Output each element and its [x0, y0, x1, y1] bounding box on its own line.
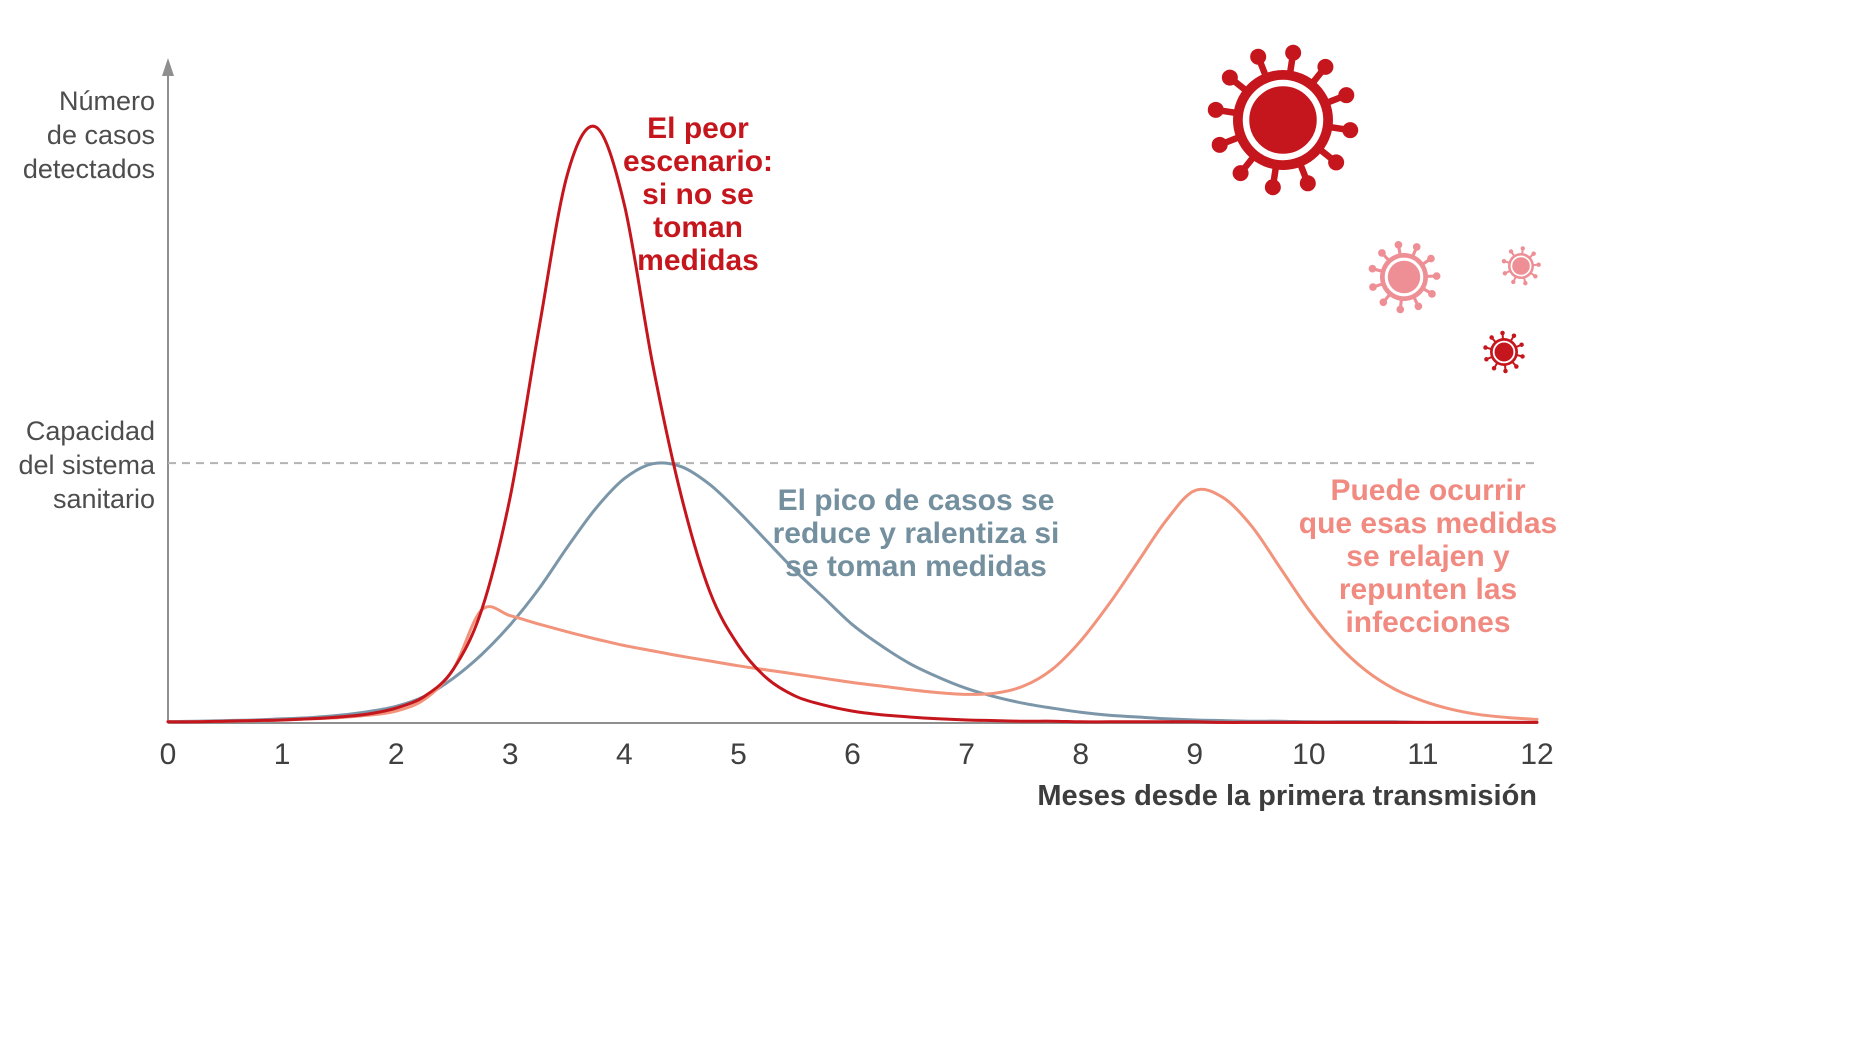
curve-rebrote — [166, 487, 1539, 724]
annotation-measures: El pico de casos se reduce y ralentiza s… — [772, 484, 1060, 583]
virus-icon-small-red — [1483, 330, 1525, 374]
x-tick-label-2: 2 — [387, 738, 405, 771]
x-tick-label-10: 10 — [1292, 738, 1326, 771]
y-axis-arrow-icon — [162, 58, 174, 76]
x-tick-label-6: 6 — [844, 738, 861, 771]
annotation-worst-case: El peor escenario: si no se toman medida… — [622, 112, 774, 277]
x-tick-label-11: 11 — [1407, 738, 1439, 771]
x-axis-label: Meses desde la primera transmisión — [1037, 780, 1537, 812]
x-tick-label-1: 1 — [273, 738, 291, 771]
x-tick-label-5: 5 — [730, 738, 747, 771]
virus-icon-medium-pink — [1368, 240, 1441, 314]
y-axis-label: Número de casos detectados — [22, 86, 155, 184]
x-tick-label-4: 4 — [615, 738, 633, 771]
x-tick-label-0: 0 — [159, 738, 177, 771]
virus-icon-small-pink — [1501, 246, 1541, 286]
annotation-rebound: Puede ocurrir que esas medidas se relaje… — [1298, 474, 1558, 639]
x-tick-label-7: 7 — [958, 738, 975, 771]
virus-icon-large-red — [1207, 44, 1359, 196]
capacity-line-label: Capacidad del sistema sanitario — [18, 416, 155, 514]
x-tick-label-12: 12 — [1520, 738, 1554, 771]
x-tick-label-9: 9 — [1186, 738, 1204, 771]
curve-peor-escenario — [166, 124, 1539, 724]
x-tick-label-8: 8 — [1072, 738, 1089, 771]
x-tick-label-3: 3 — [501, 738, 519, 771]
